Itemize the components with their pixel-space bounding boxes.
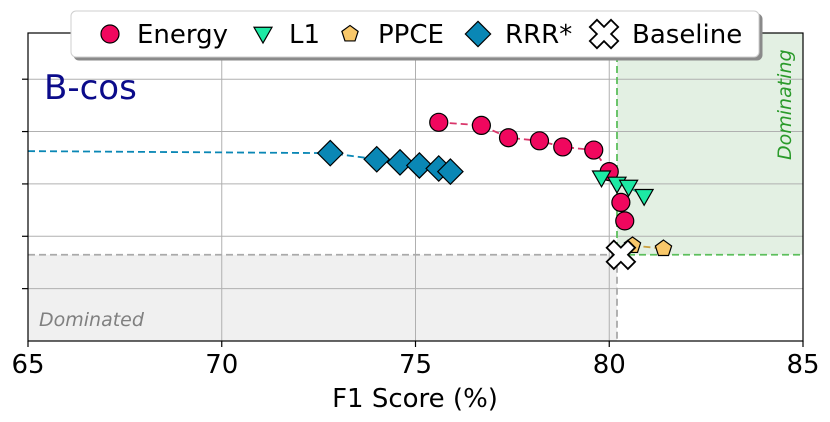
- point-energy: [553, 137, 573, 157]
- legend-marker-ppce: [341, 24, 359, 42]
- dominating-region-label: Dominating: [774, 49, 796, 160]
- x-axis-label: F1 Score (%): [332, 384, 498, 414]
- legend-marker-l1: [252, 26, 274, 45]
- x-tick-label: 65: [11, 350, 44, 380]
- legend-box: [70, 10, 760, 58]
- legend-label-ppce: PPCE: [378, 20, 444, 50]
- legend-label-energy: Energy: [137, 20, 228, 50]
- point-l1: [591, 170, 612, 188]
- panel-label: B-cos: [44, 68, 137, 108]
- point-energy: [429, 112, 449, 132]
- dominating-region: [617, 33, 803, 255]
- legend-marker-energy: [100, 24, 120, 44]
- point-rrr: [386, 148, 414, 176]
- legend-label-baseline: Baseline: [632, 20, 742, 50]
- dominated-region: [28, 254, 617, 341]
- point-energy: [584, 140, 604, 160]
- point-rrr: [316, 139, 344, 167]
- point-rrr: [436, 158, 464, 186]
- point-ppce: [654, 239, 673, 257]
- x-tick-label: 80: [593, 350, 626, 380]
- dominated-region-label: Dominated: [39, 309, 145, 331]
- point-energy: [471, 115, 491, 136]
- x-tick-label: 70: [205, 350, 238, 380]
- point-l1: [634, 188, 655, 207]
- point-rrr: [405, 151, 433, 179]
- point-energy: [529, 131, 550, 151]
- legend-marker-baseline: [588, 18, 620, 50]
- point-energy: [615, 211, 635, 231]
- legend-label-rrr: RRR*: [505, 20, 572, 50]
- x-tick-label: 85: [786, 350, 819, 380]
- point-energy: [611, 192, 631, 212]
- legend: Energy L1 PPCE RRR* Baseline: [70, 10, 760, 58]
- point-l1: [618, 179, 639, 198]
- legend-label-l1: L1: [289, 20, 320, 50]
- legend-marker-rrr: [464, 20, 492, 48]
- point-rrr: [363, 145, 391, 173]
- point-energy: [498, 128, 519, 148]
- point-baseline: [605, 239, 637, 271]
- x-tick-label: 75: [399, 350, 432, 380]
